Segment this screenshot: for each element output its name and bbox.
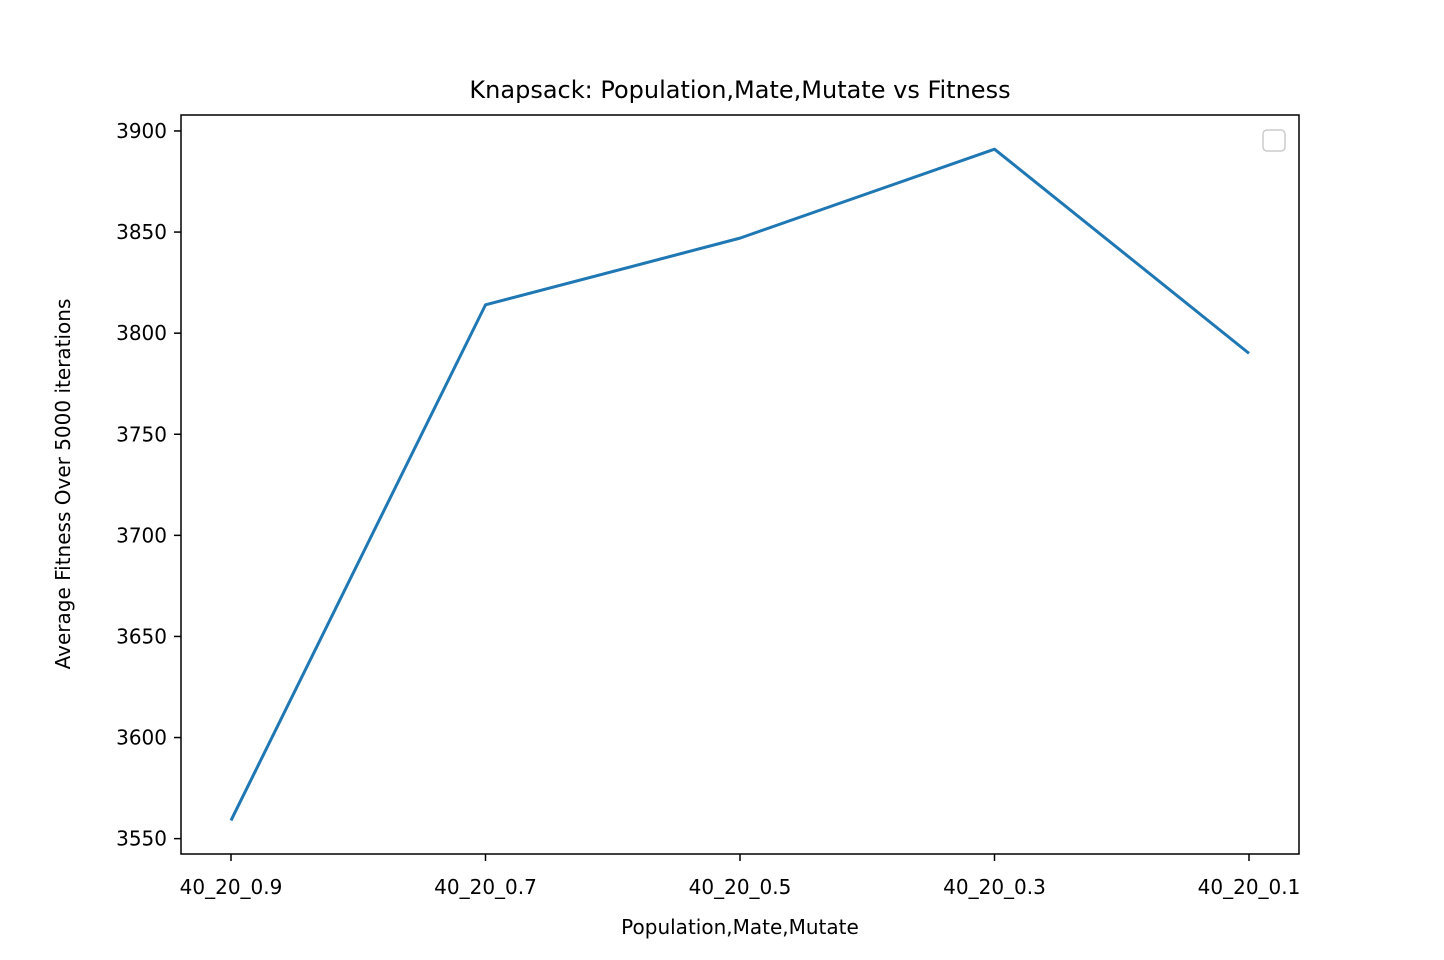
x-tick-label: 40_20_0.7 [434, 875, 537, 899]
y-tick-label: 3850 [116, 220, 167, 244]
x-tick-label: 40_20_0.5 [689, 875, 792, 899]
series-line [229, 147, 1250, 822]
y-tick-label: 3900 [116, 119, 167, 143]
y-tick-label: 3750 [116, 422, 167, 446]
legend-box [1262, 129, 1286, 152]
chart-title: Knapsack: Population,Mate,Mutate vs Fitn… [469, 76, 1010, 104]
y-tick-label: 3600 [116, 726, 167, 750]
plot-area: 3550 3600 3650 3700 3750 3800 3850 3900 40_20_0.… [116, 119, 1300, 899]
y-tick-label: 3550 [116, 827, 167, 851]
y-tick-label: 3800 [116, 321, 167, 345]
legend [1262, 129, 1286, 152]
x-tick-label: 40_20_0.9 [180, 875, 283, 899]
x-tick-label: 40_20_0.1 [1198, 875, 1301, 899]
y-axis-label: Average Fitness Over 5000 iterations [51, 299, 75, 670]
x-tick-label: 40_20_0.3 [943, 875, 1046, 899]
y-tick-label: 3700 [116, 523, 167, 547]
plot-frame [180, 114, 1300, 855]
x-axis-label: Population,Mate,Mutate [621, 915, 859, 939]
y-tick-label: 3650 [116, 624, 167, 648]
